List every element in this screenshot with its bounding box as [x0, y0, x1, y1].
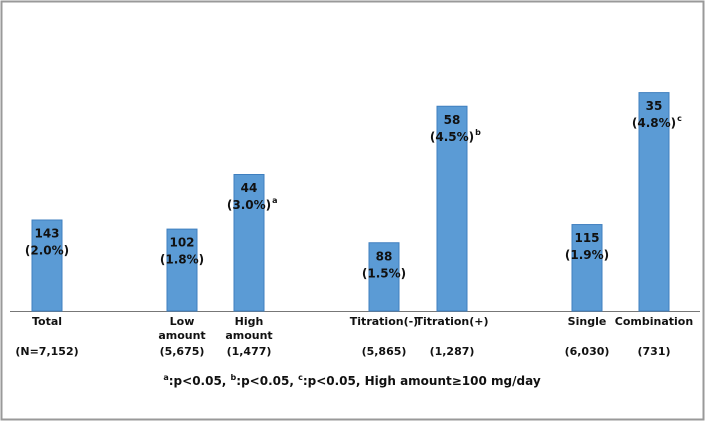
- sublabel: (5,865): [362, 345, 407, 358]
- sublabel: (1,287): [430, 345, 475, 358]
- category-label: amount: [225, 329, 272, 342]
- count-label: 58: [444, 113, 461, 127]
- value-label: (4.5%): [430, 130, 474, 144]
- bar: [368, 242, 400, 312]
- superscript: c: [677, 114, 682, 123]
- category-label: amount: [158, 329, 205, 342]
- footnote-sup: b: [231, 373, 237, 382]
- count-label: 35: [646, 99, 663, 113]
- sublabel: (6,030): [565, 345, 610, 358]
- count-label: 115: [574, 231, 599, 245]
- category-label: Titration(-): [350, 315, 418, 328]
- category-label: High: [235, 315, 264, 328]
- count-label: 143: [34, 227, 59, 241]
- count-label: 44: [241, 181, 258, 195]
- category-label: Titration(+): [415, 315, 488, 328]
- value-label: (1.9%): [565, 248, 609, 262]
- superscript: b: [475, 128, 481, 137]
- count-label: 88: [376, 249, 393, 263]
- bar: [166, 228, 198, 312]
- category-label: Total: [32, 315, 62, 328]
- value-label: (1.5%): [362, 266, 406, 280]
- footnote-text: :p<0.05,: [169, 374, 231, 388]
- sublabel: (N=7,152): [15, 345, 78, 358]
- bar: [436, 105, 468, 312]
- value-label: (2.0%): [25, 244, 69, 258]
- value-label: (4.8%): [632, 116, 676, 130]
- superscript: a: [272, 196, 277, 205]
- footnote-sup: a: [163, 373, 168, 382]
- category-label: Single: [568, 315, 607, 328]
- value-label: (3.0%): [227, 198, 271, 212]
- count-label: 102: [169, 236, 194, 250]
- footnote-text: :p<0.05, High amount≥100 mg/day: [303, 374, 541, 388]
- sublabel: (5,675): [160, 345, 205, 358]
- footnote: a:p<0.05, b:p<0.05, c:p<0.05, High amoun…: [163, 373, 540, 388]
- sublabel: (1,477): [227, 345, 272, 358]
- sublabel: (731): [637, 345, 670, 358]
- footnote-text: :p<0.05,: [236, 374, 298, 388]
- bar: [233, 174, 265, 312]
- bar: [638, 92, 670, 312]
- bar: [31, 219, 63, 312]
- footnote-sup: c: [298, 373, 303, 382]
- category-label: Combination: [615, 315, 693, 328]
- bar: [571, 224, 603, 312]
- value-label: (1.8%): [160, 253, 204, 267]
- category-label: Low: [170, 315, 195, 328]
